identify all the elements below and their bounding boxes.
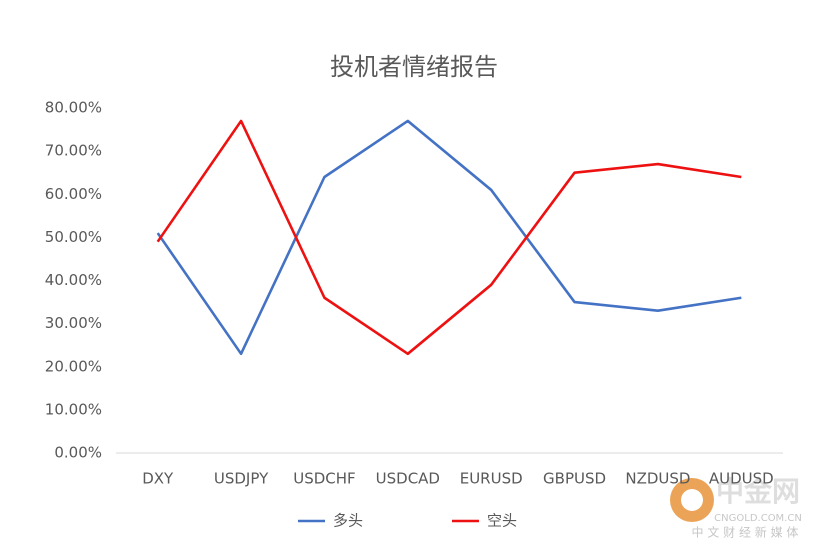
watermark-domain: CNGOLD.COM.CN	[714, 513, 802, 524]
x-tick-label: USDJPY	[214, 470, 269, 488]
x-tick-label: NZDUSD	[625, 470, 690, 488]
series-line	[156, 119, 742, 356]
x-tick-label: USDCAD	[376, 470, 440, 488]
watermark-logo-inner	[681, 489, 703, 511]
x-tick-label: DXY	[142, 470, 174, 488]
y-tick-label: 10.00%	[45, 400, 102, 418]
watermark-brand: 中金网	[716, 475, 800, 508]
x-tick-label: EURUSD	[460, 470, 523, 488]
y-tick-label: 40.00%	[45, 271, 102, 289]
y-tick-label: 60.00%	[45, 185, 102, 203]
x-tick-label: AUDUSD	[709, 470, 774, 488]
legend-label: 空头	[487, 512, 517, 530]
watermark-slogan: 中 文 财 经 新 媒 体	[692, 525, 799, 540]
legend-label: 多头	[333, 512, 363, 530]
y-tick-label: 70.00%	[45, 142, 102, 160]
y-tick-label: 30.00%	[45, 314, 102, 332]
watermark: 中金网 CNGOLD.COM.CN 中 文 财 经 新 媒 体	[670, 475, 802, 540]
x-tick-label: USDCHF	[293, 470, 355, 488]
chart-title: 投机者情绪报告	[330, 53, 498, 81]
x-tick-label: GBPUSD	[543, 470, 606, 488]
y-tick-label: 0.00%	[54, 444, 102, 462]
y-tick-label: 20.00%	[45, 357, 102, 375]
y-tick-label: 80.00%	[45, 99, 102, 117]
y-tick-label: 50.00%	[45, 228, 102, 246]
series-line	[156, 119, 742, 356]
